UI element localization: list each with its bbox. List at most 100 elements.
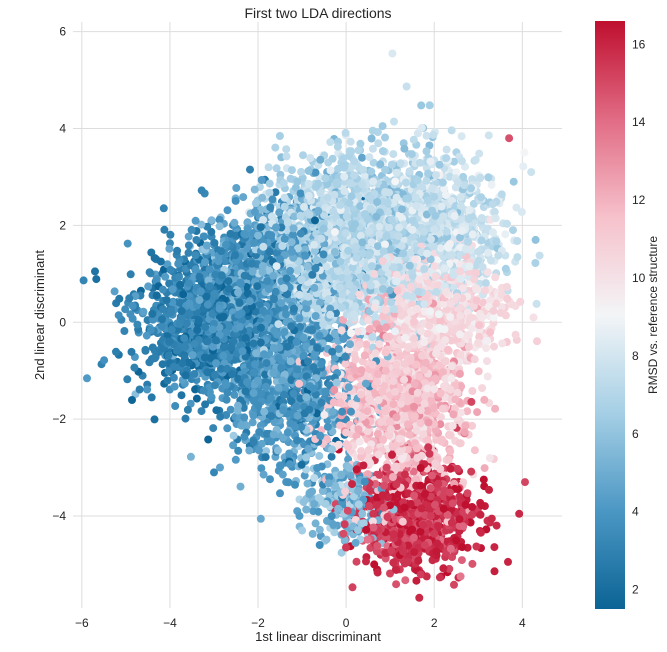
scatter-points — [79, 49, 544, 602]
scatter-point — [272, 164, 281, 173]
scatter-point — [231, 196, 240, 205]
scatter-point — [356, 139, 365, 148]
scatter-point — [458, 543, 467, 552]
scatter-point — [450, 580, 458, 589]
scatter-point — [484, 131, 493, 140]
scatter-point — [390, 117, 398, 126]
scatter-point — [311, 519, 320, 528]
scatter-point — [223, 206, 232, 215]
scatter-point — [475, 149, 484, 158]
scatter-point — [477, 214, 486, 222]
scatter-point — [468, 559, 477, 568]
scatter-point — [501, 264, 510, 273]
scatter-point — [535, 251, 544, 260]
scatter-point — [461, 421, 470, 430]
scatter-point — [511, 330, 520, 339]
scatter-point — [352, 557, 361, 566]
scatter-point — [378, 147, 387, 156]
scatter-point — [209, 424, 218, 433]
scatter-point — [370, 560, 379, 569]
scatter-point — [197, 407, 206, 416]
scatter-point — [255, 446, 263, 455]
scatter-point — [446, 431, 455, 440]
scatter-point — [222, 411, 231, 419]
scatter-point — [271, 188, 280, 197]
scatter-point — [409, 135, 418, 144]
scatter-point — [474, 367, 483, 376]
scatter-point — [275, 132, 284, 140]
scatter-point — [282, 145, 291, 154]
scatter-point — [389, 150, 398, 159]
scatter-point — [379, 312, 388, 320]
scatter-point — [100, 356, 109, 365]
scatter-point — [529, 313, 538, 322]
scatter-point — [216, 463, 224, 472]
scatter-point — [455, 369, 464, 378]
scatter-point — [345, 463, 354, 472]
scatter-point — [482, 344, 491, 352]
scatter-point — [392, 580, 401, 589]
scatter-point — [445, 172, 454, 181]
scatter-point — [479, 475, 488, 484]
scatter-point — [199, 232, 208, 241]
scatter-point — [515, 509, 524, 518]
scatter-point — [226, 405, 235, 414]
scatter-point — [302, 505, 311, 514]
scatter-point — [186, 452, 195, 461]
scatter-point — [123, 239, 132, 248]
scatter-point — [459, 172, 468, 181]
scatter-point — [504, 557, 512, 566]
scatter-point — [147, 248, 156, 257]
scatter-point — [123, 375, 132, 384]
scatter-point — [166, 230, 175, 239]
scatter-point — [483, 372, 492, 381]
scatter-point — [266, 475, 274, 484]
scatter-point — [314, 507, 323, 516]
scatter-point — [207, 216, 216, 225]
scatter-point — [230, 390, 239, 399]
scatter-point — [337, 548, 346, 557]
scatter-point — [425, 101, 434, 110]
scatter-point — [485, 454, 494, 463]
scatter-point — [184, 232, 193, 241]
scatter-point — [487, 514, 496, 523]
scatter-point — [114, 311, 123, 320]
scatter-point — [403, 445, 412, 454]
scatter-point — [121, 305, 130, 314]
scatter-point — [126, 270, 135, 279]
scatter-point — [412, 576, 421, 585]
scatter-point — [401, 576, 410, 585]
scatter-point — [250, 185, 259, 194]
scatter-point — [265, 188, 274, 197]
scatter-point — [368, 144, 377, 153]
plot-area — [73, 22, 562, 608]
scatter-point — [426, 157, 435, 166]
scatter-point — [139, 307, 148, 316]
scatter-point — [509, 226, 517, 235]
scatter-point — [334, 440, 343, 449]
scatter-point — [490, 543, 499, 552]
scatter-point — [297, 460, 306, 469]
scatter-point — [128, 301, 137, 310]
scatter-point — [174, 259, 183, 268]
scatter-point — [449, 282, 458, 291]
scatter-point — [115, 294, 124, 303]
scatter-point — [378, 122, 387, 131]
scatter-point — [447, 126, 456, 135]
scatter-point — [497, 303, 506, 311]
scatter-point — [308, 529, 317, 538]
scatter-point — [369, 158, 378, 167]
scatter-point — [490, 207, 499, 216]
scatter-point — [234, 446, 243, 455]
scatter-point — [346, 137, 355, 146]
scatter-point — [468, 387, 477, 395]
scatter-point — [463, 407, 472, 416]
scatter-point — [318, 487, 327, 495]
scatter-point — [452, 168, 461, 177]
scatter-point — [532, 299, 541, 308]
scatter-point — [480, 395, 489, 404]
scatter-point — [246, 165, 254, 174]
scatter-point — [456, 572, 465, 581]
scatter-point — [271, 143, 280, 152]
